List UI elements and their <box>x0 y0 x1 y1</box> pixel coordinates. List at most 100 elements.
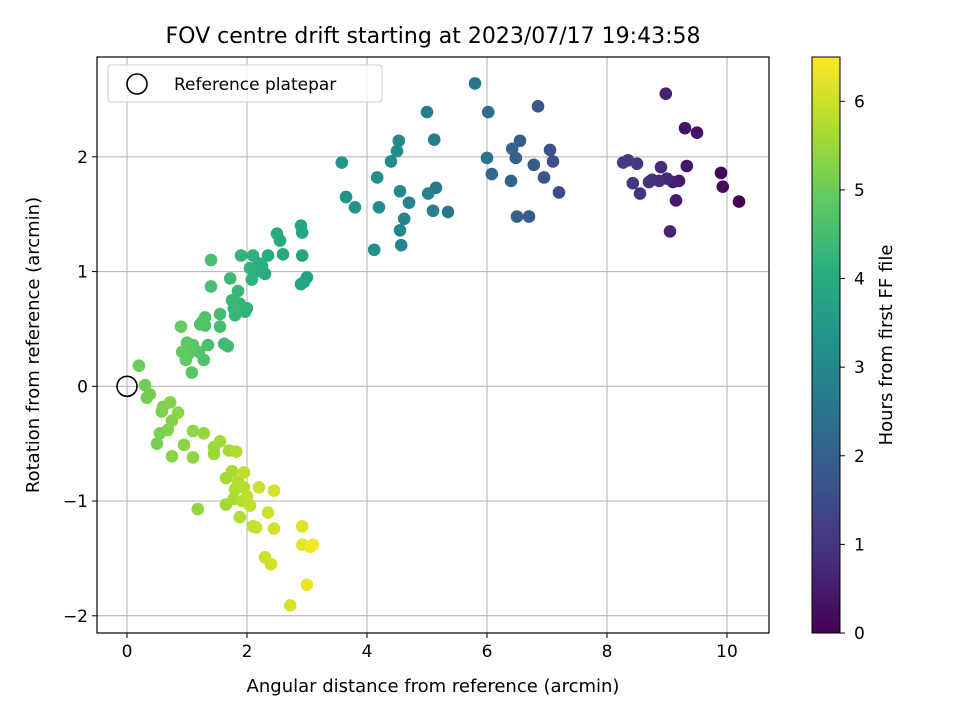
scatter-point <box>420 105 434 119</box>
scatter-point <box>185 366 199 379</box>
scatter-point <box>335 156 349 169</box>
x-tick-label: 2 <box>242 642 253 662</box>
scatter-point <box>201 338 215 352</box>
y-axis-label: Rotation from reference (arcmin) <box>23 197 44 493</box>
scatter-point <box>225 464 239 478</box>
scatter-point <box>193 318 207 331</box>
x-tick-label: 6 <box>482 642 493 662</box>
scatter-point <box>186 451 200 464</box>
colorbar-tick-label: 3 <box>854 358 865 378</box>
scatter-points <box>132 77 746 612</box>
scatter-point <box>204 253 218 267</box>
scatter-point <box>229 445 243 459</box>
colorbar <box>811 56 841 634</box>
scatter-point <box>426 204 440 218</box>
scatter-point <box>143 388 157 401</box>
scatter-point <box>213 307 227 321</box>
scatter-point <box>249 521 263 534</box>
scatter-point <box>150 437 164 450</box>
scatter-point <box>186 424 200 438</box>
scatter-point <box>427 133 441 146</box>
scatter-point <box>245 273 259 286</box>
scatter-point <box>633 187 647 200</box>
scatter-point <box>175 345 189 359</box>
reference-platepar-marker <box>116 375 138 398</box>
scatter-point <box>243 499 257 512</box>
y-axis-ticks: −2 −1 0 1 2 <box>63 148 97 627</box>
scatter-point <box>233 510 247 524</box>
scatter-point <box>223 272 237 285</box>
x-axis-ticks: 0 2 4 6 8 10 <box>122 633 738 662</box>
legend-reference-marker <box>126 73 148 95</box>
scatter-point <box>295 249 309 262</box>
y-tick-label: 1 <box>77 263 88 283</box>
colorbar-tick-label: 0 <box>854 624 865 644</box>
scatter-point <box>237 466 251 479</box>
scatter-point <box>510 210 524 223</box>
scatter-point <box>294 219 308 232</box>
scatter-point <box>546 155 560 168</box>
legend-box <box>107 64 383 103</box>
scatter-point <box>295 519 309 533</box>
scatter-point <box>392 134 406 148</box>
y-tick-label: −1 <box>63 492 88 512</box>
x-tick-label: 4 <box>362 642 373 662</box>
scatter-point <box>480 151 494 165</box>
scatter-point <box>306 538 320 551</box>
plot-frame <box>96 56 770 634</box>
y-tick-label: 2 <box>77 148 88 168</box>
scatter-point <box>261 249 275 262</box>
scatter-point <box>163 396 177 409</box>
colorbar-tick-label: 5 <box>854 181 865 201</box>
scatter-point <box>522 210 536 223</box>
x-tick-label: 8 <box>602 642 613 662</box>
scatter-point <box>348 201 362 214</box>
x-tick-label: 0 <box>122 642 133 662</box>
scatter-point <box>504 174 518 188</box>
scatter-point <box>231 284 245 298</box>
scatter-point <box>468 77 482 90</box>
scatter-point <box>390 144 404 158</box>
scatter-point <box>669 194 683 207</box>
colorbar-label: Hours from first FF file <box>876 245 897 446</box>
scatter-point <box>481 105 495 119</box>
grid <box>97 57 769 633</box>
scatter-point <box>171 406 185 419</box>
scatter-point <box>197 427 211 440</box>
scatter-point <box>339 190 353 204</box>
scatter-point <box>402 196 416 210</box>
scatter-point <box>531 100 545 113</box>
scatter-point <box>659 87 673 101</box>
scatter-point <box>261 506 275 519</box>
scatter-point <box>372 201 386 214</box>
colorbar-ticks: 0 1 2 3 4 5 6 <box>840 92 865 644</box>
colorbar-tick-label: 4 <box>854 270 865 290</box>
legend-entry-reference: Reference platepar <box>174 75 336 95</box>
scatter-point <box>177 438 191 452</box>
scatter-point <box>393 184 407 198</box>
reference-marker <box>116 375 138 398</box>
colorbar-tick-label: 1 <box>854 535 865 555</box>
scatter-point <box>384 155 398 168</box>
scatter-point <box>191 502 205 516</box>
scatter-point <box>276 248 290 261</box>
scatter-point <box>397 212 411 226</box>
scatter-point <box>485 167 499 181</box>
scatter-point <box>370 171 384 184</box>
scatter-point <box>441 205 455 219</box>
scatter-point <box>204 280 218 293</box>
scatter-point <box>300 578 314 592</box>
scatter-point <box>213 320 227 333</box>
scatter-point <box>716 180 730 193</box>
scatter-point <box>642 175 656 189</box>
scatter-point <box>527 158 541 172</box>
scatter-point <box>165 449 179 463</box>
legend: Reference platepar <box>107 64 383 103</box>
colorbar-tick-label: 6 <box>854 92 865 112</box>
chart-title: FOV centre drift starting at 2023/07/17 … <box>166 24 701 49</box>
x-axis-label: Angular distance from reference (arcmin) <box>247 676 620 697</box>
scatter-point <box>543 143 557 157</box>
scatter-point <box>394 238 408 252</box>
